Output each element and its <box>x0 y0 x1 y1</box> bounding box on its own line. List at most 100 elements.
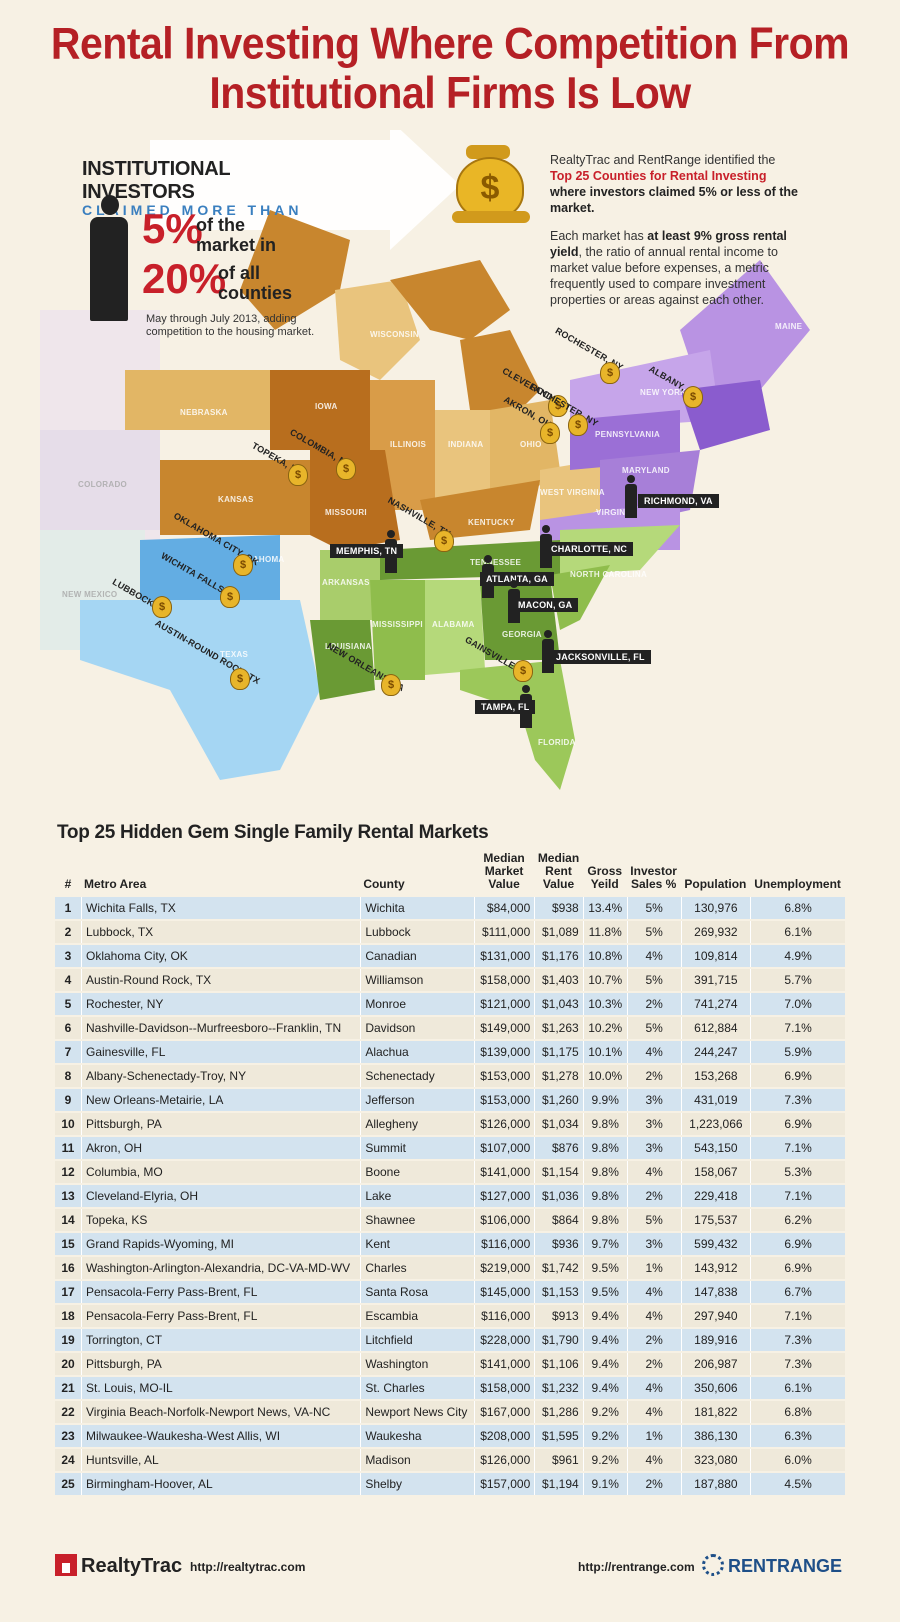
money-bag-icon[interactable]: $ <box>220 586 240 608</box>
cell-market-value: $219,000 <box>473 1257 535 1279</box>
money-bag-icon[interactable]: $ <box>381 674 401 696</box>
cell-investor-sales: 1% <box>626 1257 681 1279</box>
cell-rent-value: $876 <box>534 1137 583 1159</box>
cell-rent-value: $1,260 <box>534 1089 583 1111</box>
cell-unemployment: 7.3% <box>750 1089 845 1111</box>
cell-market-value: $106,000 <box>473 1209 535 1231</box>
cell-unemployment: 6.9% <box>750 1113 845 1135</box>
cell-metro: Washington-Arlington-Alexandria, DC-VA-M… <box>81 1257 361 1279</box>
cell-rent-value: $1,175 <box>534 1041 583 1063</box>
cell-gross-yield: 11.8% <box>582 921 627 943</box>
header-yield-2: Yeild <box>590 877 619 891</box>
cell-county: Charles <box>360 1257 474 1279</box>
institutional-subheading: CLAIMED MORE THAN <box>82 202 303 218</box>
header-value-1: Median <box>483 851 525 865</box>
cell-gross-yield: 9.8% <box>582 1209 627 1231</box>
cell-county: Waukesha <box>360 1425 474 1447</box>
state-label-louisiana: LOUISIANA <box>325 642 372 651</box>
us-map: WISCONSIN IOWA NEBRASKA ILLINOIS INDIANA… <box>40 130 880 830</box>
cell-unemployment: 7.1% <box>750 1137 845 1159</box>
cell-market-value: $126,000 <box>473 1113 535 1135</box>
money-bag-icon[interactable]: $ <box>230 668 250 690</box>
cell-population: 269,932 <box>680 921 751 943</box>
cell-unemployment: 5.9% <box>750 1041 845 1063</box>
state-label-illinois: ILLINOIS <box>390 440 427 449</box>
cell-rank: 16 <box>55 1257 81 1279</box>
person-label-macon-ga: MACON, GA <box>512 598 579 612</box>
rental-markets-table: # Metro Area County Median Market Value Me… <box>55 850 845 1497</box>
person-label-atlanta-ga: ATLANTA, GA <box>480 572 554 586</box>
cell-investor-sales: 5% <box>626 897 681 919</box>
cell-county: Madison <box>360 1449 474 1471</box>
cell-unemployment: 6.3% <box>750 1425 845 1447</box>
cell-market-value: $131,000 <box>473 945 535 967</box>
title-line-2: Institutional Firms Is Low <box>209 68 691 118</box>
table-row: 12 Columbia, MO Boone $141,000 $1,154 9.8% 4% 1… <box>55 1161 845 1183</box>
arkansas-shape <box>320 550 380 620</box>
cell-metro: St. Louis, MO-IL <box>81 1377 361 1399</box>
cell-investor-sales: 4% <box>626 945 681 967</box>
cell-investor-sales: 2% <box>626 1329 681 1351</box>
stat-20-text-b: counties <box>218 283 293 303</box>
cell-population: 130,976 <box>680 897 751 919</box>
rentrange-url-link[interactable]: http://rentrange.com <box>578 1560 695 1574</box>
cell-county: St. Charles <box>360 1377 474 1399</box>
cell-unemployment: 6.8% <box>750 1401 845 1423</box>
table-row: 1 Wichita Falls, TX Wichita $84,000 $938 13.4… <box>55 897 845 919</box>
cell-county: Allegheny <box>360 1113 474 1135</box>
state-label-pennsylvania: PENNSYLVANIA <box>595 430 661 439</box>
tennessee-shape <box>380 540 560 580</box>
cell-unemployment: 6.9% <box>750 1233 845 1255</box>
table-body: 1 Wichita Falls, TX Wichita $84,000 $938 13.4… <box>55 897 845 1495</box>
cell-market-value: $153,000 <box>473 1089 535 1111</box>
cell-rank: 3 <box>55 945 81 967</box>
michigan-up-shape <box>390 260 510 340</box>
money-bag-icon[interactable]: $ <box>683 386 703 408</box>
cell-rent-value: $1,286 <box>534 1401 583 1423</box>
footer: RealtyTrac http://realtytrac.com http://… <box>0 1554 900 1594</box>
cell-population: 543,150 <box>680 1137 751 1159</box>
cell-county: Litchfield <box>360 1329 474 1351</box>
money-bag-icon[interactable]: $ <box>434 530 454 552</box>
cell-unemployment: 6.7% <box>750 1281 845 1303</box>
money-bag-icon[interactable]: $ <box>288 464 308 486</box>
cell-county: Santa Rosa <box>360 1281 474 1303</box>
cell-gross-yield: 10.1% <box>582 1041 627 1063</box>
cell-unemployment: 6.8% <box>750 897 845 919</box>
cell-rank: 22 <box>55 1401 81 1423</box>
money-bag-icon[interactable]: $ <box>152 596 172 618</box>
table-row: 9 New Orleans-Metairie, LA Jefferson $153,0… <box>55 1089 845 1111</box>
cell-metro: Gainesville, FL <box>81 1041 361 1063</box>
person-label-jacksonville-fl: JACKSONVILLE, FL <box>550 650 651 664</box>
rentrange-logo[interactable]: RENTRANGE <box>702 1554 842 1577</box>
money-bag-icon[interactable]: $ <box>513 660 533 682</box>
cell-county: Shelby <box>360 1473 474 1495</box>
cell-metro: Pensacola-Ferry Pass-Brent, FL <box>81 1305 361 1327</box>
institutional-note: May through July 2013, adding competitio… <box>146 313 315 338</box>
realtytrac-logo[interactable]: RealtyTrac <box>55 1554 182 1578</box>
money-bag-icon[interactable]: $ <box>336 458 356 480</box>
cell-county: Alachua <box>360 1041 474 1063</box>
money-bag-icon[interactable]: $ <box>548 395 568 417</box>
money-bag-icon[interactable]: $ <box>568 414 588 436</box>
cell-rank: 15 <box>55 1233 81 1255</box>
money-bag-icon[interactable]: $ <box>233 554 253 576</box>
intro-paragraph-2: Each market has at least 9% gross rental… <box>550 228 800 308</box>
cell-gross-yield: 9.8% <box>582 1113 627 1135</box>
money-bag-icon[interactable]: $ <box>600 362 620 384</box>
person-label-tampa-fl: TAMPA, FL <box>475 700 536 714</box>
cell-metro: Virginia Beach-Norfolk-Newport News, VA-… <box>81 1401 361 1423</box>
state-label-alabama: ALABAMA <box>432 620 475 629</box>
cell-county: Williamson <box>360 969 474 991</box>
cell-rank: 14 <box>55 1209 81 1231</box>
cell-population: 1,223,066 <box>680 1113 751 1135</box>
header-value-2: Market <box>484 864 524 878</box>
realtytrac-url-link[interactable]: http://realtytrac.com <box>190 1560 306 1574</box>
cell-gross-yield: 10.0% <box>582 1065 627 1087</box>
cell-population: 612,884 <box>680 1017 751 1039</box>
money-bag-icon[interactable]: $ <box>540 422 560 444</box>
cell-gross-yield: 9.9% <box>582 1089 627 1111</box>
cell-population: 175,537 <box>680 1209 751 1231</box>
stat-20-text-a: of all <box>218 263 261 283</box>
cell-market-value: $127,000 <box>473 1185 535 1207</box>
